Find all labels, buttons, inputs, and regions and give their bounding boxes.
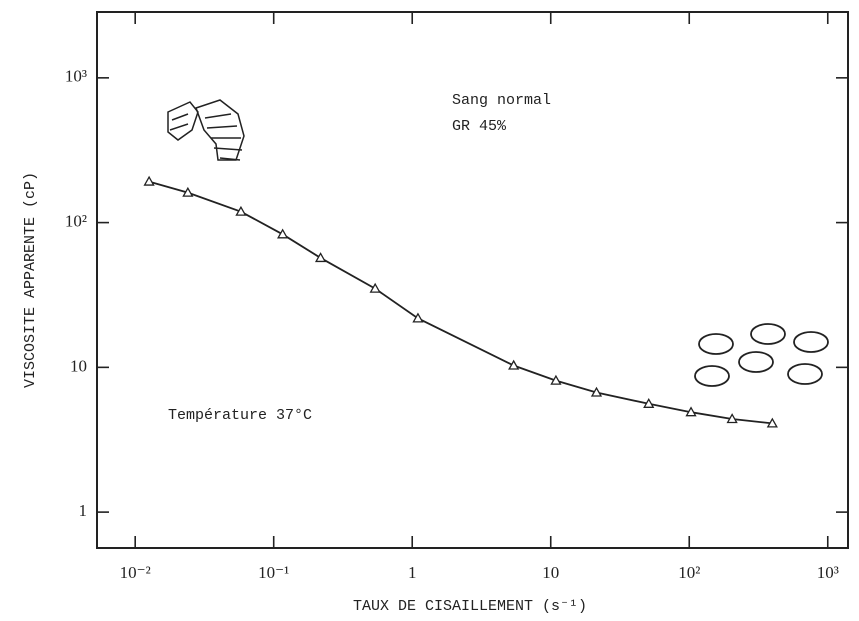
y-tick-label: 1 bbox=[79, 501, 88, 520]
data-point bbox=[766, 417, 778, 428]
data-point bbox=[143, 175, 155, 186]
data-point bbox=[277, 228, 289, 239]
y-axis-label: VISCOSITE APPARENTE (cP) bbox=[22, 172, 39, 388]
y-tick-label: 10³ bbox=[65, 67, 87, 86]
data-point bbox=[550, 374, 562, 385]
annotation: Température 37°C bbox=[168, 407, 312, 424]
x-tick-label: 10² bbox=[678, 563, 700, 582]
x-tick-label: 10⁻² bbox=[120, 563, 151, 582]
data-point bbox=[182, 186, 194, 197]
data-point bbox=[369, 282, 381, 293]
x-tick-label: 1 bbox=[408, 563, 417, 582]
data-line bbox=[148, 180, 773, 425]
data-point bbox=[508, 359, 520, 370]
x-tick-label: 10⁻¹ bbox=[258, 563, 289, 582]
data-point bbox=[685, 406, 697, 417]
y-tick-label: 10 bbox=[70, 356, 87, 375]
annotation: Sang normal bbox=[452, 92, 551, 109]
plot-frame bbox=[96, 11, 849, 549]
data-point bbox=[726, 413, 738, 424]
data-point bbox=[314, 252, 327, 263]
data-point bbox=[643, 397, 655, 408]
x-axis-label: TAUX DE CISAILLEMENT (s⁻¹) bbox=[353, 598, 587, 615]
y-tick-label: 10² bbox=[65, 212, 87, 231]
data-point bbox=[412, 312, 424, 323]
rouleau-icon bbox=[167, 99, 245, 161]
x-tick-label: 10³ bbox=[817, 563, 839, 582]
data-point bbox=[590, 386, 603, 397]
annotation: GR 45% bbox=[452, 118, 507, 135]
x-tick-label: 10 bbox=[542, 563, 559, 582]
red-cells-icon bbox=[694, 323, 829, 387]
data-point bbox=[235, 205, 247, 216]
